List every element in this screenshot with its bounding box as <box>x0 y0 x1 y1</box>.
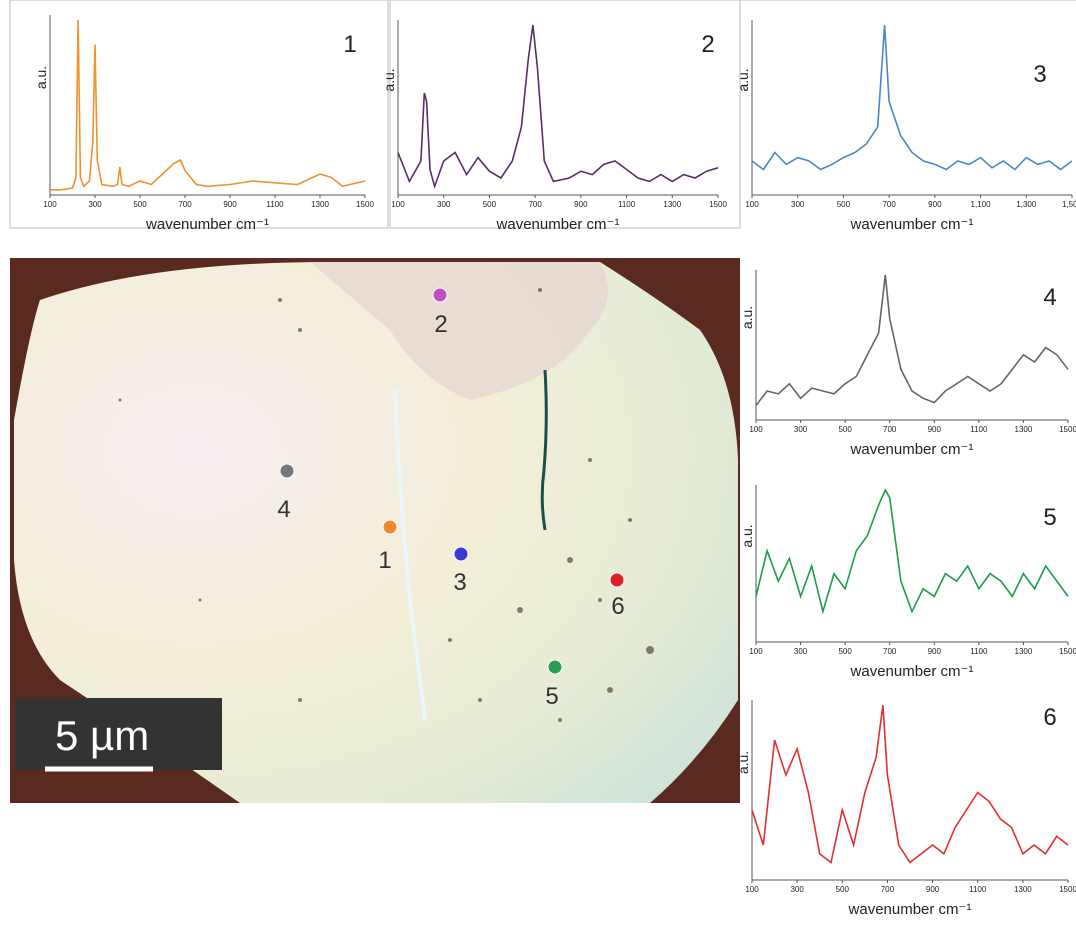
panel-frame <box>390 0 740 228</box>
x-tick-label: 900 <box>574 200 588 209</box>
x-tick-label: 100 <box>745 200 759 209</box>
marker-dot <box>433 288 447 302</box>
x-tick-label: 1100 <box>970 647 988 656</box>
x-tick-label: 1,100 <box>971 200 992 209</box>
x-axis-label: wavenumber cm⁻¹ <box>145 216 269 233</box>
x-tick-label: 100 <box>391 200 405 209</box>
x-tick-label: 1100 <box>969 885 987 894</box>
x-tick-label: 300 <box>794 425 808 434</box>
x-tick-label: 1500 <box>709 200 727 209</box>
panel-frame <box>10 0 388 228</box>
x-tick-label: 500 <box>133 200 147 209</box>
x-tick-label: 1,300 <box>1016 200 1037 209</box>
x-axis-label: wavenumber cm⁻¹ <box>850 216 974 233</box>
x-tick-label: 1100 <box>618 200 636 209</box>
x-tick-label: 1100 <box>970 425 988 434</box>
x-tick-label: 700 <box>178 200 192 209</box>
x-tick-label: 900 <box>926 885 940 894</box>
x-tick-label: 1300 <box>1015 425 1033 434</box>
spectrum-line <box>398 25 718 187</box>
x-tick-label: 1500 <box>1059 425 1076 434</box>
panel-number: 5 <box>1043 504 1056 531</box>
x-tick-label: 1500 <box>1059 885 1076 894</box>
spectrum-line <box>756 275 1068 406</box>
y-axis-label: a.u. <box>739 306 755 329</box>
panel-number: 6 <box>1043 704 1056 731</box>
marker-dot <box>280 464 294 478</box>
marker-label: 1 <box>378 547 391 574</box>
spectrum-line <box>752 705 1068 863</box>
x-tick-label: 300 <box>791 200 805 209</box>
page: {"chart_data": [ {"type": "line", "title… <box>0 0 1076 922</box>
marker-dot <box>383 520 397 534</box>
x-tick-label: 1300 <box>311 200 329 209</box>
x-tick-label: 1300 <box>1014 885 1032 894</box>
y-axis-label: a.u. <box>381 68 397 91</box>
x-tick-label: 900 <box>928 647 942 656</box>
y-axis-label: a.u. <box>735 751 751 774</box>
x-tick-label: 500 <box>838 647 852 656</box>
x-tick-label: 500 <box>483 200 497 209</box>
marker-label: 2 <box>434 311 447 338</box>
spectrum-line <box>50 20 365 190</box>
panel-number: 2 <box>701 31 714 58</box>
x-tick-label: 700 <box>882 200 896 209</box>
x-axis-label: wavenumber cm⁻¹ <box>496 216 620 233</box>
micrograph: 5 µm <box>10 258 740 803</box>
x-tick-label: 1100 <box>266 200 284 209</box>
x-tick-label: 900 <box>928 425 942 434</box>
spectrum-line <box>752 25 1072 170</box>
y-axis-label: a.u. <box>33 66 49 89</box>
x-tick-label: 1,500 <box>1062 200 1076 209</box>
x-tick-label: 500 <box>837 200 851 209</box>
x-tick-label: 300 <box>88 200 102 209</box>
scale-bar-label: 5 µm <box>55 712 149 759</box>
x-tick-label: 300 <box>790 885 804 894</box>
marker-label: 5 <box>545 683 558 710</box>
x-tick-label: 100 <box>43 200 57 209</box>
x-tick-label: 500 <box>838 425 852 434</box>
x-tick-label: 1500 <box>1059 647 1076 656</box>
marker-dot <box>610 573 624 587</box>
marker-label: 4 <box>277 496 290 523</box>
figure: 5 µm 1003005007009001100130015001wavenum… <box>0 0 1076 922</box>
panel-number: 3 <box>1033 61 1046 88</box>
x-tick-label: 900 <box>928 200 942 209</box>
y-axis-label: a.u. <box>739 524 755 547</box>
x-axis-label: wavenumber cm⁻¹ <box>850 663 974 680</box>
marker-dot <box>548 660 562 674</box>
x-tick-label: 500 <box>836 885 850 894</box>
x-axis-label: wavenumber cm⁻¹ <box>848 901 972 918</box>
x-tick-label: 700 <box>881 885 895 894</box>
x-tick-label: 100 <box>745 885 759 894</box>
marker-label: 3 <box>453 569 466 596</box>
x-tick-label: 300 <box>437 200 451 209</box>
x-tick-label: 1500 <box>356 200 374 209</box>
x-tick-label: 700 <box>528 200 542 209</box>
x-axis-label: wavenumber cm⁻¹ <box>850 441 974 458</box>
x-tick-label: 300 <box>794 647 808 656</box>
x-tick-label: 1300 <box>1015 647 1033 656</box>
marker-label: 6 <box>611 593 624 620</box>
x-tick-label: 700 <box>883 647 897 656</box>
x-tick-label: 700 <box>883 425 897 434</box>
x-tick-label: 100 <box>749 425 763 434</box>
marker-dot <box>454 547 468 561</box>
panel-number: 1 <box>343 31 356 58</box>
x-tick-label: 900 <box>223 200 237 209</box>
y-axis-label: a.u. <box>735 68 751 91</box>
x-tick-label: 100 <box>749 647 763 656</box>
panel-number: 4 <box>1043 284 1056 311</box>
spectrum-line <box>756 490 1068 612</box>
x-tick-label: 1300 <box>663 200 681 209</box>
